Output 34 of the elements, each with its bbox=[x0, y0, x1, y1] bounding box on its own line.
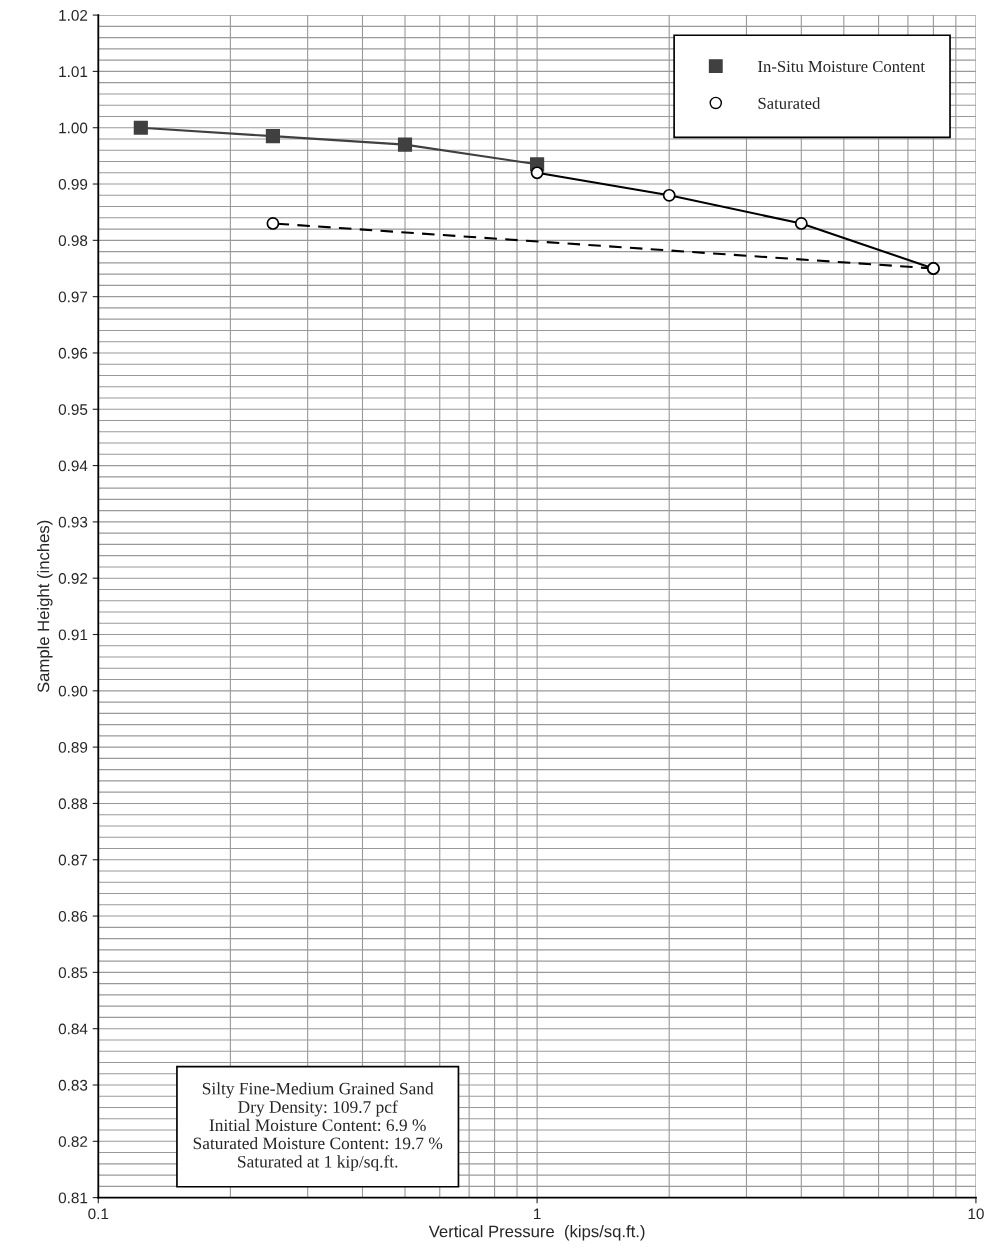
x-tick-label: 1 bbox=[534, 1208, 541, 1220]
y-tick-label: 0.86 bbox=[58, 910, 88, 922]
annotation: Initial Moisture Content: 6.9 % bbox=[209, 1118, 426, 1132]
y-tick-label: 0.85 bbox=[58, 967, 88, 979]
x-tick-label: 10 bbox=[968, 1208, 984, 1220]
y-tick-label: 0.87 bbox=[58, 854, 88, 866]
y-tick-label: 0.95 bbox=[58, 404, 88, 415]
y-tick-label: 0.96 bbox=[58, 347, 88, 359]
y-tick-label: 0.83 bbox=[58, 1079, 88, 1091]
legend-label: In-Situ Moisture Content bbox=[758, 60, 925, 73]
y-tick-label: 0.91 bbox=[58, 629, 88, 641]
y-tick-label: 0.94 bbox=[58, 460, 88, 472]
y-tick-label: 0.90 bbox=[58, 685, 88, 697]
y-tick-label: 0.92 bbox=[58, 573, 88, 584]
y-tick-label: 1.01 bbox=[59, 66, 88, 78]
y-tick-label: 0.84 bbox=[58, 1023, 88, 1035]
annotation: Silty Fine-Medium Grained Sand bbox=[202, 1082, 434, 1099]
annotation: Saturated Moisture Content: 19.7 % bbox=[193, 1137, 443, 1150]
legend-label: Saturated bbox=[758, 97, 821, 109]
x-axis-title: Vertical Pressure (kips/sq.ft.) bbox=[428, 1225, 645, 1241]
x-tick-label: 0.1 bbox=[88, 1208, 109, 1220]
y-tick-label: 0.82 bbox=[58, 1136, 88, 1147]
y-tick-label: 0.99 bbox=[58, 178, 88, 190]
annotation: Saturated at 1 kip/sq.ft. bbox=[238, 1155, 398, 1172]
y-tick-label: 0.89 bbox=[58, 742, 88, 753]
y-axis-title: Sample Height (inches) bbox=[37, 520, 53, 693]
annotation: Dry Density: 109.7 pcf bbox=[238, 1100, 398, 1117]
y-tick-label: 1.02 bbox=[59, 9, 88, 21]
y-tick-label: 0.81 bbox=[58, 1192, 88, 1204]
y-tick-label: 0.88 bbox=[58, 798, 88, 810]
y-tick-label: 0.98 bbox=[58, 235, 88, 247]
y-tick-label: 0.93 bbox=[58, 516, 88, 528]
y-tick-label: 0.97 bbox=[58, 291, 88, 303]
y-tick-label: 1.00 bbox=[59, 122, 88, 134]
